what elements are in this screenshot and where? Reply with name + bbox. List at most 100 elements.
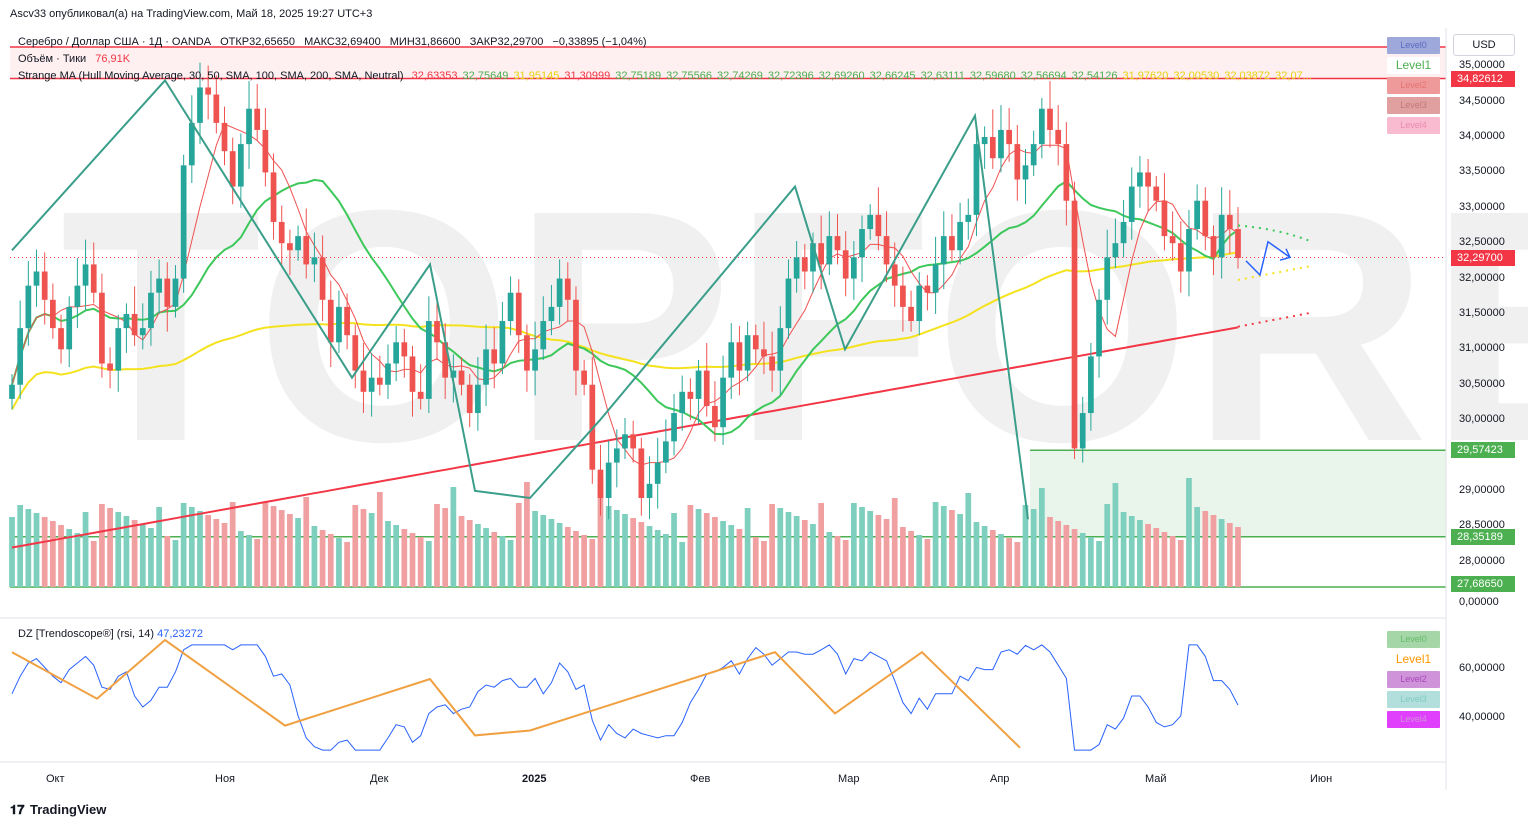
candle [842, 250, 849, 279]
rsi-level-button[interactable]: Level1 [1387, 651, 1440, 668]
candle [793, 257, 800, 279]
candle [458, 370, 465, 385]
level-button[interactable]: Level2 [1387, 77, 1440, 94]
rsi-level-button[interactable]: Level4 [1387, 711, 1440, 728]
volume-bar [965, 493, 972, 587]
candle [1177, 243, 1184, 272]
volume-legend[interactable]: Объём · Тики 76,91K [18, 53, 136, 65]
volume-bar [687, 505, 694, 587]
level-button[interactable]: Level0 [1387, 37, 1440, 54]
tradingview-logo[interactable]: 𝟏𝟕 TradingView [10, 802, 107, 817]
volume-bar [1014, 542, 1021, 587]
rsi-legend[interactable]: DZ [Trendoscope®] (rsi, 14) 47,23272 [18, 628, 203, 640]
candle [900, 285, 906, 307]
rsi-level-button[interactable]: Level3 [1387, 691, 1440, 708]
volume-bar [417, 537, 424, 587]
rsi-level-button[interactable]: Level2 [1387, 671, 1440, 688]
volume-bar [246, 535, 252, 587]
candle [613, 448, 620, 463]
volume-bar [466, 520, 473, 587]
symbol-title[interactable]: Серебро / Доллар США · 1Д · OANDA [18, 36, 212, 48]
symbol-legend: Серебро / Доллар США · 1Д · OANDA ОТКР32… [18, 36, 653, 48]
currency-selector[interactable]: USD [1453, 34, 1515, 56]
ma-legend[interactable]: Strange MA (Hull Moving Average, 30, 50,… [18, 70, 1317, 82]
candle [1218, 214, 1225, 258]
candle [581, 370, 587, 385]
candle [1006, 129, 1013, 145]
volume-bar [450, 487, 457, 587]
price-badge: 29,57423 [1451, 442, 1515, 459]
volume-bar [883, 519, 890, 587]
time-axis-label: Июн [1310, 773, 1333, 785]
publisher-line: Ascv33 опубликовал(а) на TradingView.com… [10, 8, 373, 20]
volume-bar [1210, 515, 1217, 587]
level-button[interactable]: Level1 [1387, 57, 1440, 74]
candle [180, 165, 187, 279]
candle [483, 349, 489, 385]
volume-bar [720, 521, 726, 587]
candle [237, 144, 244, 187]
volume-bar [891, 498, 898, 587]
level-button[interactable]: Level4 [1387, 117, 1440, 134]
volume-bar [270, 506, 277, 587]
sma-50-line [11, 178, 1239, 436]
ma-value: 32,75566 [666, 70, 712, 82]
time-axis-label: Апр [990, 773, 1010, 785]
volume-bar [548, 519, 555, 587]
candle [989, 137, 996, 159]
candle [728, 342, 735, 378]
ma-value: 32,69260 [818, 70, 865, 82]
volume-bar [33, 513, 40, 587]
candle [303, 236, 310, 265]
volume-bar [818, 503, 825, 587]
volume-bar [115, 512, 122, 587]
candle [761, 349, 767, 357]
candle [834, 236, 841, 251]
candle [883, 236, 890, 265]
volume-bar [295, 518, 301, 587]
candle [17, 328, 24, 385]
candle [1128, 186, 1135, 222]
candle [540, 321, 547, 350]
time-axis-label: Дек [370, 773, 389, 785]
candle [940, 236, 947, 265]
candle [1120, 221, 1127, 244]
volume-bar [638, 522, 645, 587]
volume-bar [867, 511, 874, 587]
candle [172, 278, 179, 307]
volume-bar [900, 527, 906, 587]
candle [1022, 165, 1029, 180]
price-axis-label: 33,50000 [1459, 165, 1505, 178]
candle [597, 469, 604, 498]
volume-bar [622, 514, 628, 587]
candle [1047, 108, 1053, 130]
volume-bar [197, 511, 203, 587]
ma-value: 32,03872 [1224, 70, 1271, 82]
ma-value: 32,75189 [615, 70, 662, 82]
candle [957, 221, 963, 251]
candle [246, 108, 252, 145]
level-button[interactable]: Level3 [1387, 97, 1440, 114]
volume-bar [785, 512, 792, 587]
time-axis-label: Май [1145, 773, 1167, 785]
candle [524, 335, 530, 371]
volume-bar [793, 516, 800, 587]
volume-bar [581, 535, 587, 587]
rsi-level-button[interactable]: Level0 [1387, 631, 1440, 648]
volume-bar [131, 520, 138, 587]
ohlc-close: ЗАКР32,29700 [469, 36, 544, 48]
price-badge: 32,29700 [1451, 249, 1515, 266]
volume-bar [90, 541, 97, 587]
candle [1153, 186, 1160, 201]
candle [1055, 129, 1062, 145]
volume-bar [139, 524, 146, 587]
candle [1014, 144, 1021, 180]
volume-bar [1226, 523, 1233, 587]
candle [548, 306, 555, 322]
candle [74, 285, 81, 307]
ma-value: 31,30999 [564, 70, 611, 82]
volume-bar [442, 508, 449, 587]
candle [311, 257, 318, 265]
volume-bar [434, 504, 440, 587]
